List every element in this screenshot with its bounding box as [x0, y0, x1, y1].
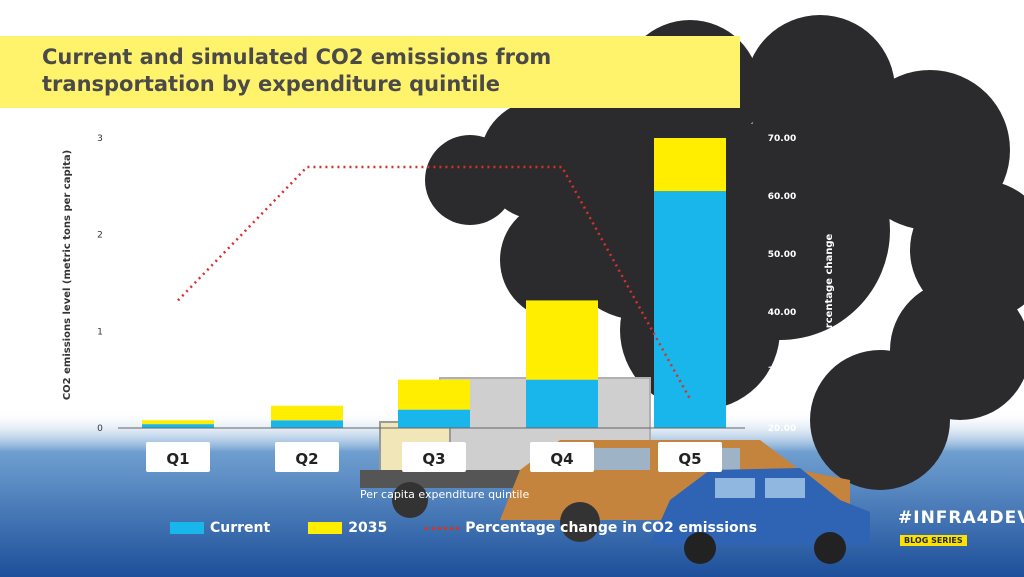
y-axis-label: CO2 emissions level (metric tons per cap…	[62, 150, 73, 400]
y-tick-label: 0	[97, 424, 103, 434]
bar-q5-2035	[654, 138, 726, 192]
y2-tick-label: 30.00	[768, 366, 796, 376]
legend-item-current: Current	[170, 520, 270, 536]
bar-q4-current	[526, 379, 598, 428]
bar-q3-current	[398, 409, 470, 428]
legend-label-current: Current	[210, 520, 271, 536]
bars-layer	[142, 138, 726, 428]
y2-tick-label: 50.00	[768, 250, 796, 260]
y-tick-label: 1	[97, 327, 103, 337]
legend-label-2035: 2035	[348, 520, 388, 536]
bar-q1-current	[142, 424, 214, 428]
y2-tick-label: 60.00	[768, 192, 796, 202]
legend-label-pct: Percentage change in CO2 emissions	[465, 520, 757, 536]
x-category-q1: Q1	[146, 442, 210, 472]
y2-tick-label: 70.00	[768, 134, 796, 144]
legend-item-2035: 2035	[308, 520, 387, 536]
legend-swatch-2035	[308, 522, 343, 534]
bar-q1-2035	[142, 420, 214, 425]
percentage-line	[177, 165, 692, 400]
y2-axis-label: Percentage change	[824, 233, 835, 342]
legend: Current 2035 Percentage change in CO2 em…	[170, 518, 795, 538]
chart-title: Current and simulated CO2 emissions from…	[42, 45, 552, 96]
title-band	[0, 36, 740, 108]
x-categories: Q1 Q2 Q3 Q4 Q5	[146, 442, 722, 472]
car-blue-icon	[650, 468, 870, 564]
x-category-q2: Q2	[275, 442, 339, 472]
y-tick-label: 2	[97, 231, 103, 241]
legend-swatch-pct	[425, 526, 460, 530]
x-tick-label: Q4	[550, 450, 573, 468]
x-tick-label: Q5	[678, 450, 701, 468]
y-axis-ticks: 0 1 2 3	[97, 134, 103, 434]
bar-q2-current	[271, 420, 343, 428]
y2-axis-ticks: 20.00 30.00 40.00 50.00 60.00 70.00	[768, 134, 796, 434]
y2-tick-label: 40.00	[768, 308, 796, 318]
brand-logo: #INFRA4DEV BLOG SERIES	[898, 508, 1024, 547]
x-tick-label: Q3	[422, 450, 445, 468]
y-tick-label: 3	[97, 134, 103, 144]
x-tick-label: Q2	[295, 450, 318, 468]
bar-q2-2035	[271, 405, 343, 421]
legend-swatch-current	[170, 522, 204, 534]
brand-main-text: #INFRA4DEV	[898, 508, 1024, 528]
x-category-q3: Q3	[402, 442, 466, 472]
brand-sub-text: BLOG SERIES	[900, 535, 967, 546]
bar-q3-2035	[398, 379, 470, 410]
x-category-q4: Q4	[530, 442, 594, 472]
pct-change-line	[177, 165, 692, 400]
legend-item-pct: Percentage change in CO2 emissions	[425, 520, 757, 536]
bar-q4-2035	[526, 300, 598, 380]
x-category-q5: Q5	[658, 442, 722, 472]
bar-q5-current	[654, 191, 726, 428]
x-tick-label: Q1	[166, 450, 189, 468]
x-axis-label: Per capita expenditure quintile	[360, 488, 530, 501]
y2-tick-label: 20.00	[768, 424, 796, 434]
